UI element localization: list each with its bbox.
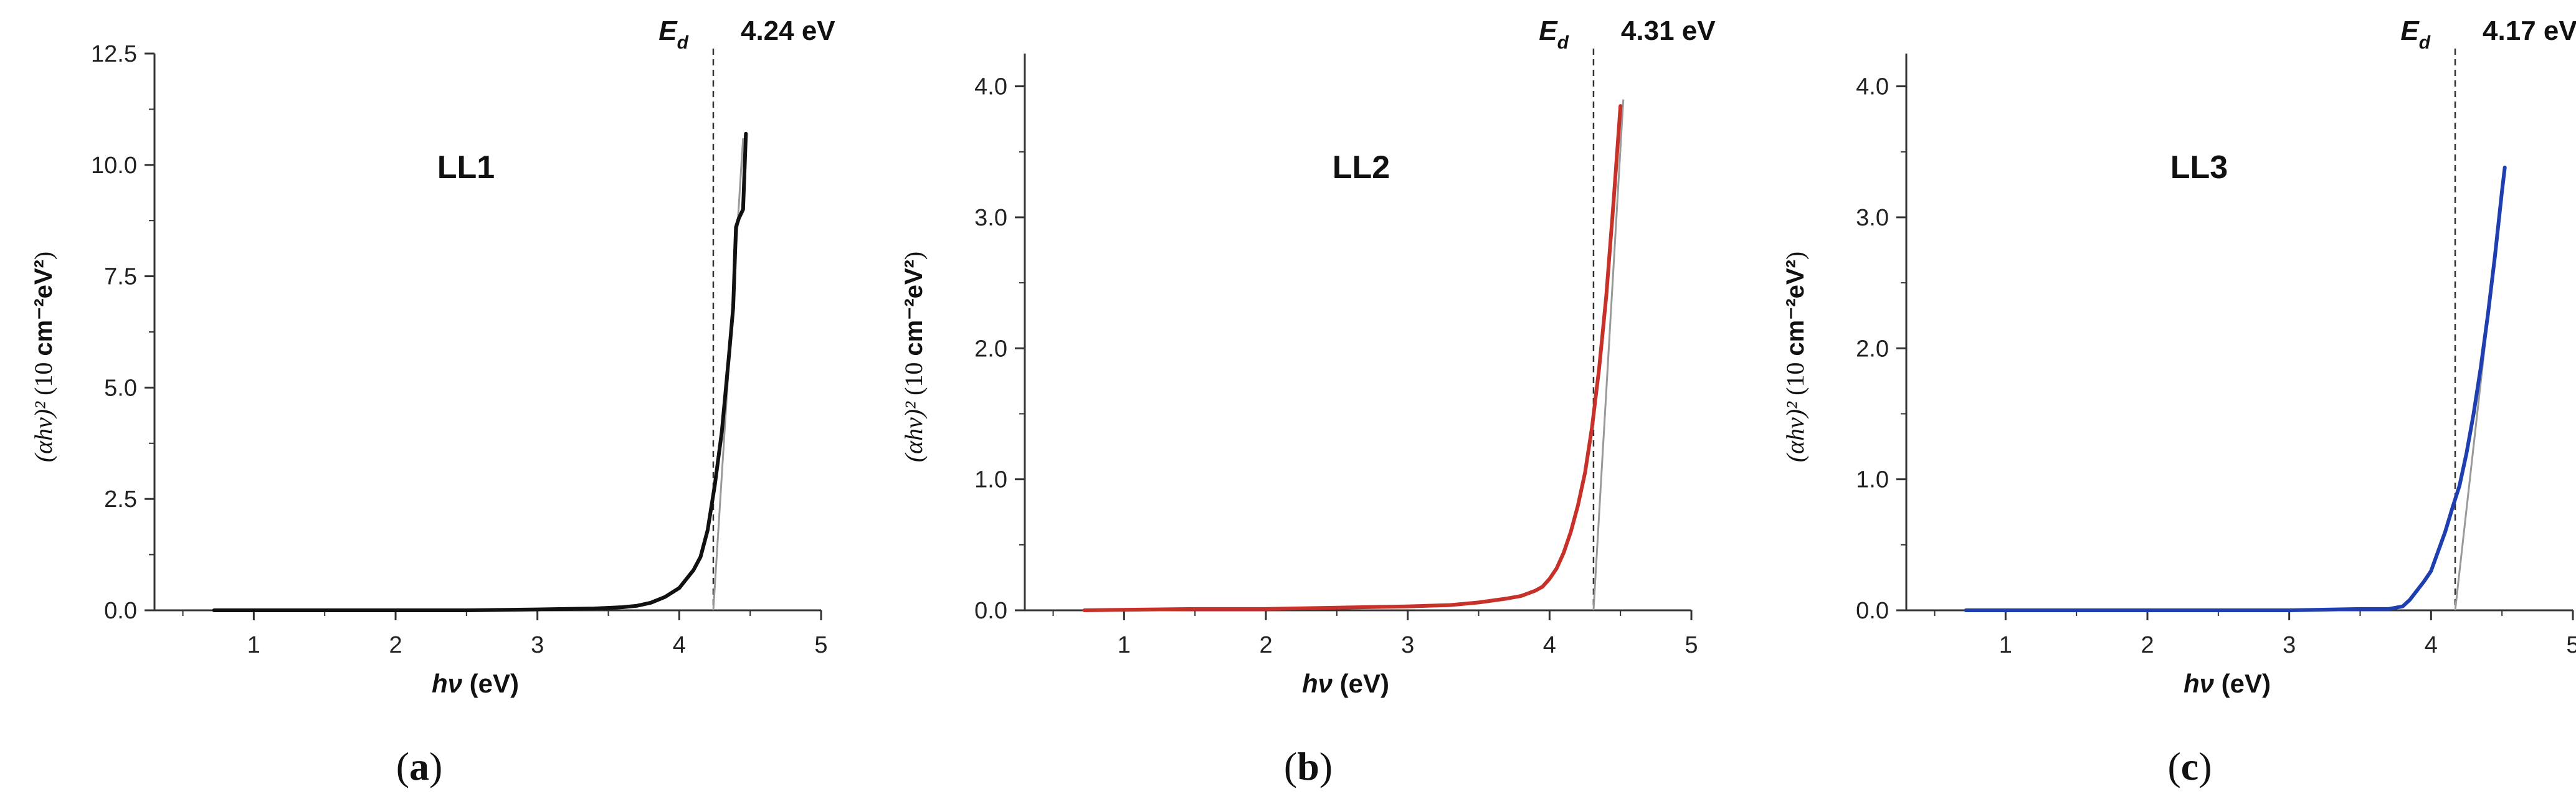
edge-value-label: 4.24 eV — [741, 16, 835, 46]
data-series-line-LL2 — [1082, 104, 1623, 612]
sample-label: LL1 — [437, 149, 495, 186]
y-tick-label: 3.0 — [974, 205, 1007, 231]
x-tick-label: 1 — [247, 632, 260, 658]
edge-symbol-label: Ed — [1539, 16, 1569, 53]
chart-panel-a: 0.0 2.5 5.0 7.5 10.0 12.5 1 2 3 4 5 Ed 4.24 eV LL1 hν … — [29, 16, 835, 788]
edge-value-label: 4.31 eV — [1621, 16, 1716, 46]
y-tick-label: 2.0 — [974, 336, 1007, 362]
x-tick-label: 4 — [1543, 632, 1556, 658]
chart-panel-c: 0.0 1.0 2.0 3.0 4.0 1 2 3 4 5 Ed 4.17 eV LL3 hν (eV) (… — [1781, 16, 2576, 788]
data-series-line-LL1 — [212, 131, 748, 612]
x-tick-label: 2 — [1259, 632, 1272, 658]
x-tick-label: 5 — [1685, 632, 1698, 658]
x-tick-label: 3 — [531, 632, 544, 658]
x-tick-label: 5 — [814, 632, 827, 658]
y-axis-label: (αhν)² (10 cm⁻²eV²) — [29, 252, 57, 463]
y-axis-label: (αhν)² (10 cm⁻²eV²) — [900, 252, 928, 463]
x-axis-label: hν (eV) — [1302, 669, 1389, 698]
x-tick-label: 4 — [2425, 632, 2438, 658]
y-tick-label: 1.0 — [974, 467, 1007, 493]
chart-panel-b: 0.0 1.0 2.0 3.0 4.0 1 2 3 4 5 Ed 4.31 eV LL2 hν (eV) (… — [900, 16, 1716, 788]
sample-label: LL2 — [1333, 149, 1390, 186]
y-tick-label: 2.0 — [1856, 336, 1889, 362]
x-axis-label: hν (eV) — [432, 669, 519, 698]
data-series-line-LL3 — [1964, 166, 2507, 612]
edge-symbol-label: Ed — [2400, 16, 2430, 53]
y-tick-label: 3.0 — [1856, 205, 1889, 231]
panel-caption-a: (a) — [396, 744, 443, 788]
x-tick-label: 4 — [673, 632, 686, 658]
y-tick-label: 2.5 — [104, 486, 137, 513]
x-tick-label: 5 — [2566, 632, 2576, 658]
y-tick-label: 7.5 — [104, 264, 137, 290]
y-tick-label: 5.0 — [104, 375, 137, 401]
panel-caption-b: (b) — [1284, 744, 1333, 788]
y-tick-label: 1.0 — [1856, 467, 1889, 493]
y-tick-label: 0.0 — [104, 598, 137, 624]
y-tick-label: 12.5 — [91, 41, 137, 67]
edge-symbol-label: Ed — [658, 16, 688, 53]
y-tick-label: 10.0 — [91, 153, 137, 179]
x-tick-label: 2 — [389, 632, 402, 658]
panel-caption-c: (c) — [2167, 744, 2212, 788]
edge-value-label: 4.17 eV — [2483, 16, 2576, 46]
y-tick-label: 0.0 — [974, 598, 1007, 624]
x-tick-label: 3 — [1401, 632, 1414, 658]
y-tick-label: 4.0 — [1856, 74, 1889, 100]
y-tick-label: 0.0 — [1856, 598, 1889, 624]
x-axis-label: hν (eV) — [2184, 669, 2271, 698]
tangent-line — [1592, 99, 1625, 611]
x-tick-label: 1 — [1118, 632, 1131, 658]
x-tick-label: 2 — [2141, 632, 2154, 658]
y-axis-label: (αhν)² (10 cm⁻²eV²) — [1781, 252, 1809, 463]
sample-label: LL3 — [2170, 149, 2228, 186]
x-tick-label: 3 — [2283, 632, 2296, 658]
x-tick-label: 1 — [1999, 632, 2012, 658]
y-tick-label: 4.0 — [974, 74, 1007, 100]
